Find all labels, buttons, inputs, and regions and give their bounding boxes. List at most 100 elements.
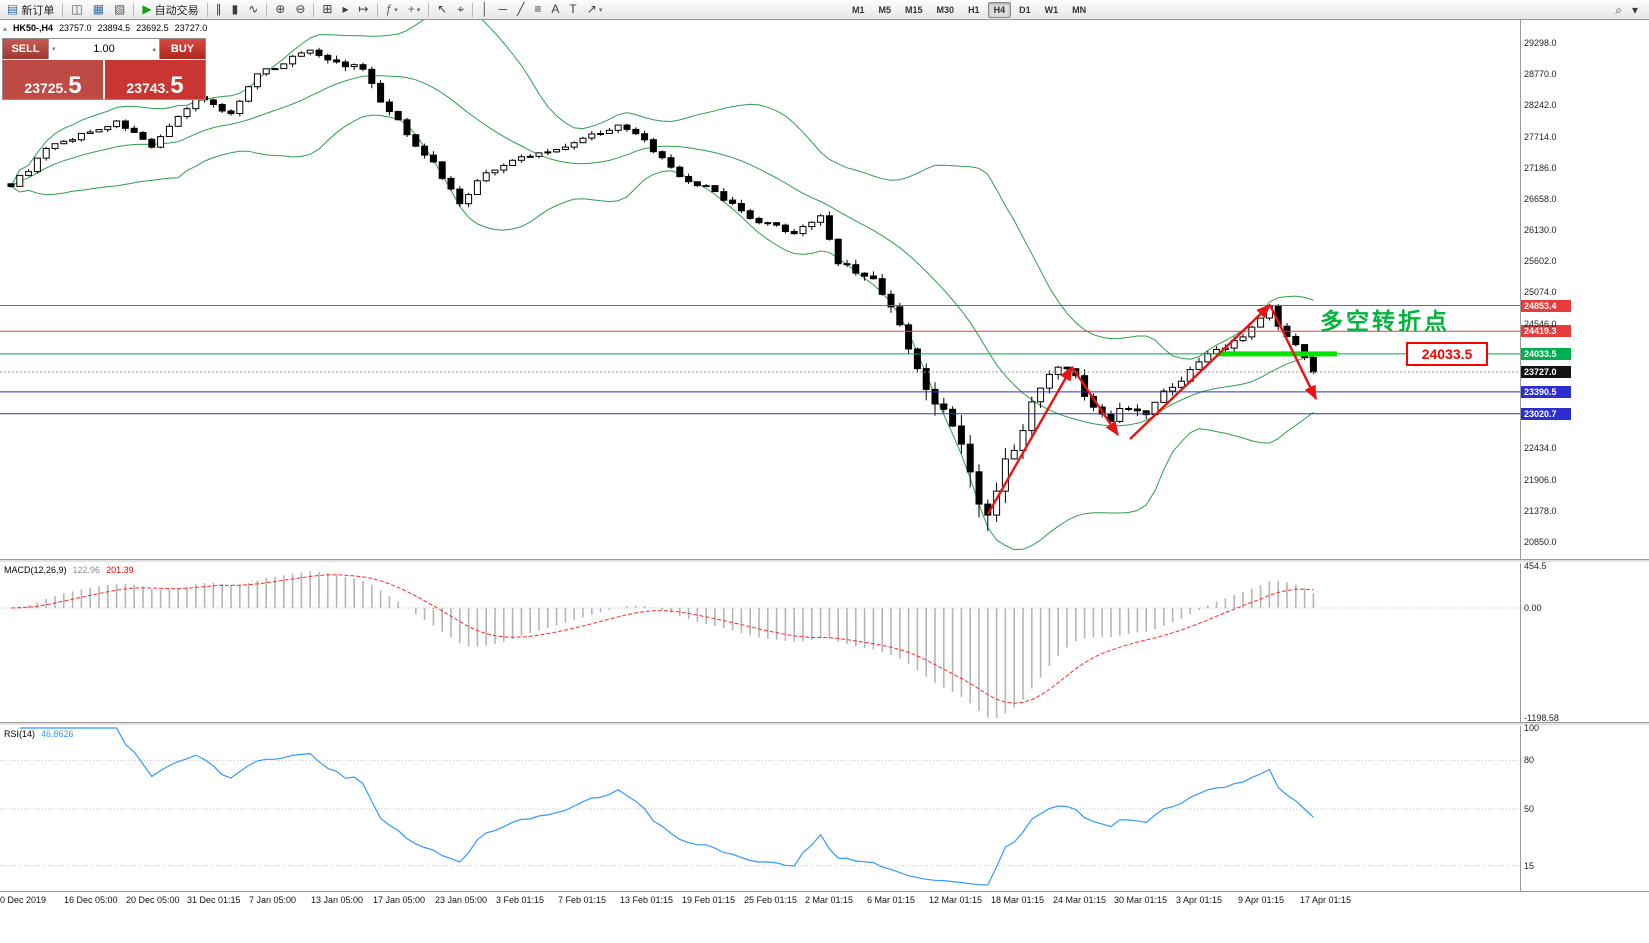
timeframe-h1-button[interactable]: H1 xyxy=(968,5,980,15)
candles-layer xyxy=(7,47,1317,531)
arrows-tool-icon-dropdown-icon[interactable]: ▾ xyxy=(598,6,603,14)
timeframe-m30-button[interactable]: M30 xyxy=(936,5,955,15)
zoom-out-icon[interactable]: ⊖ xyxy=(291,0,309,19)
one-click-collapse-button[interactable]: ▴ xyxy=(3,23,8,33)
timeframe-h4-button[interactable]: H4 xyxy=(987,2,1012,18)
one-click-trading-panel: SELL ▾ ▴ BUY 23725. 5 23743. 5 xyxy=(2,38,206,100)
macd-indicator-label: MACD(12,26,9) 122.96 201.39 xyxy=(4,565,134,575)
candlestick-chart-icon[interactable]: ▮ xyxy=(228,0,243,19)
date-label: 3 Apr 01:15 xyxy=(1176,895,1223,905)
toolbar-icons: ▤ 新订单 ◫ ▦ ▧ ▶ 自动交易 ∥ ▮ ∿ ⊕ ⊖ ⊞ ▸ ↦ ƒ ▾ + ▾ ↖ ⌖ │ ─ ╱ ≡ A T ↗ ▾ xyxy=(2,0,607,20)
auto-trading-glyph: ▶ xyxy=(142,2,152,16)
label-tool-icon[interactable]: T xyxy=(565,0,580,19)
timeframe-mn-button[interactable]: MN xyxy=(1072,5,1087,15)
sell-price[interactable]: 23725. 5 xyxy=(3,60,105,99)
horizontal-line-icon-glyph: ─ xyxy=(498,2,508,16)
buy-price-main: 23743. xyxy=(126,79,170,96)
trend-arrow[interactable] xyxy=(986,365,1074,515)
add-indicator-icon-dropdown-icon[interactable]: ▾ xyxy=(416,6,421,14)
auto-trading-button[interactable]: ▶ 自动交易 xyxy=(138,0,202,19)
label-tool-icon-glyph: T xyxy=(569,2,577,16)
low-value: 23692.5 xyxy=(136,23,169,33)
sell-price-main: 23725. xyxy=(24,79,68,96)
indicators-icon-glyph: ƒ xyxy=(385,2,393,16)
volume-stepper: ▾ ▴ xyxy=(48,39,160,59)
vertical-line-icon[interactable]: │ xyxy=(477,0,493,19)
date-label: 19 Feb 01:15 xyxy=(682,895,736,905)
indicators-icon[interactable]: ƒ ▾ xyxy=(382,0,402,19)
charts-window-icon[interactable]: ◫ xyxy=(67,0,86,19)
equidistant-channel-icon-glyph: ≡ xyxy=(534,2,542,16)
volume-up-icon[interactable]: ▴ xyxy=(152,46,156,53)
rsi-name: RSI(14) xyxy=(4,729,36,739)
bollinger-bands xyxy=(10,20,1314,551)
chart-shift-icon[interactable]: ↦ xyxy=(355,0,373,19)
zoom-out-icon-glyph: ⊖ xyxy=(295,2,306,16)
panel-divider-rsi[interactable] xyxy=(0,722,1649,726)
volume-down-icon[interactable]: ▾ xyxy=(52,46,56,53)
cursor-icon[interactable]: ↖ xyxy=(433,0,451,19)
time-axis[interactable]: 10 Dec 2019 16 Dec 05:00 20 Dec 05:00 31 De… xyxy=(0,891,1649,909)
toolbar-more-icon[interactable]: ▾ xyxy=(1628,1,1642,20)
open-value: 23757.0 xyxy=(59,23,92,33)
macd-main-value: 122.96 xyxy=(72,565,101,575)
turning-point-annotation[interactable]: 多空转折点 xyxy=(1320,308,1450,334)
candlestick-chart-icon-glyph: ▮ xyxy=(231,2,239,16)
auto-scroll-icon-glyph: ▸ xyxy=(342,2,349,16)
ohlc-bars-icon[interactable]: ∥ xyxy=(212,0,226,19)
timeframe-m1-button[interactable]: M1 xyxy=(852,5,865,15)
timeframe-w1-button[interactable]: W1 xyxy=(1044,5,1059,15)
market-watch-icon-glyph: ▦ xyxy=(92,2,105,16)
horizontal-line-icon[interactable]: ─ xyxy=(495,0,512,19)
line-chart-icon[interactable]: ∿ xyxy=(244,0,262,19)
timeframe-m5-button[interactable]: M5 xyxy=(878,5,892,15)
trend-arrow[interactable] xyxy=(1129,304,1271,440)
arrows-tool-icon[interactable]: ↗ ▾ xyxy=(583,0,607,19)
toolbar-more-icon: ▾ xyxy=(1631,2,1638,17)
crosshair-icon-glyph: ⌖ xyxy=(457,2,465,16)
buy-price[interactable]: 23743. 5 xyxy=(105,60,205,99)
date-label: 24 Mar 01:15 xyxy=(1053,895,1107,905)
auto-trading-button-label: 自动交易 xyxy=(154,4,199,17)
trendline-icon[interactable]: ╱ xyxy=(513,0,528,19)
toolbar-separator xyxy=(313,2,315,17)
crosshair-icon[interactable]: ⌖ xyxy=(453,0,468,19)
toolbar-separator xyxy=(62,2,64,17)
add-indicator-icon[interactable]: + ▾ xyxy=(404,0,425,19)
equidistant-channel-icon[interactable]: ≡ xyxy=(530,0,545,19)
arrows-tool-icon-glyph: ↗ xyxy=(586,2,597,16)
price-callout-label[interactable]: 24033.5 xyxy=(1406,342,1488,366)
volume-input[interactable] xyxy=(70,42,138,56)
tile-windows-icon[interactable]: ⊞ xyxy=(318,0,336,19)
chart-ohlc-header: ▴ HK50-,H4 23757.0 23894.5 23692.5 23727… xyxy=(3,23,207,33)
date-label: 23 Jan 05:00 xyxy=(435,895,488,905)
new-order-button[interactable]: ▤ 新订单 xyxy=(3,0,58,19)
high-value: 23894.5 xyxy=(97,23,131,33)
timeframe-d1-button[interactable]: D1 xyxy=(1019,5,1031,15)
line-chart-icon-glyph: ∿ xyxy=(248,2,259,16)
trend-arrow[interactable] xyxy=(1268,304,1318,401)
date-label: 16 Dec 05:00 xyxy=(64,895,118,905)
date-label: 7 Jan 05:00 xyxy=(249,895,297,905)
zoom-in-icon[interactable]: ⊕ xyxy=(271,0,289,19)
text-tool-icon-glyph: A xyxy=(551,2,560,16)
macd-signal-value: 201.39 xyxy=(106,565,134,575)
new-order-glyph: ▤ xyxy=(7,2,19,16)
date-label: 13 Jan 05:00 xyxy=(311,895,364,905)
trend-arrow[interactable] xyxy=(1071,366,1119,436)
search-symbol-icon[interactable]: ⌕ xyxy=(1611,1,1626,20)
text-tool-icon[interactable]: A xyxy=(547,0,563,19)
zoom-in-icon-glyph: ⊕ xyxy=(275,2,286,16)
navigator-icon[interactable]: ▧ xyxy=(110,0,129,19)
timeframe-m15-button[interactable]: M15 xyxy=(905,5,923,15)
indicators-icon-dropdown-icon[interactable]: ▾ xyxy=(394,6,398,14)
date-label: 30 Mar 01:15 xyxy=(1114,895,1168,905)
panel-divider-macd[interactable] xyxy=(0,559,1649,563)
sell-button[interactable]: SELL xyxy=(3,39,48,59)
buy-button[interactable]: BUY xyxy=(160,39,205,59)
macd-name: MACD(12,26,9) xyxy=(4,565,67,575)
market-watch-icon[interactable]: ▦ xyxy=(89,0,108,19)
auto-scroll-icon[interactable]: ▸ xyxy=(338,0,352,19)
